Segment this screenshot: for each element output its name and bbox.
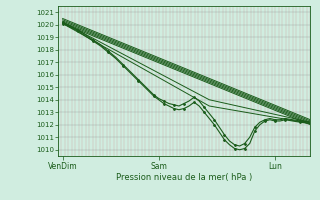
X-axis label: Pression niveau de la mer( hPa ): Pression niveau de la mer( hPa ) — [116, 173, 252, 182]
